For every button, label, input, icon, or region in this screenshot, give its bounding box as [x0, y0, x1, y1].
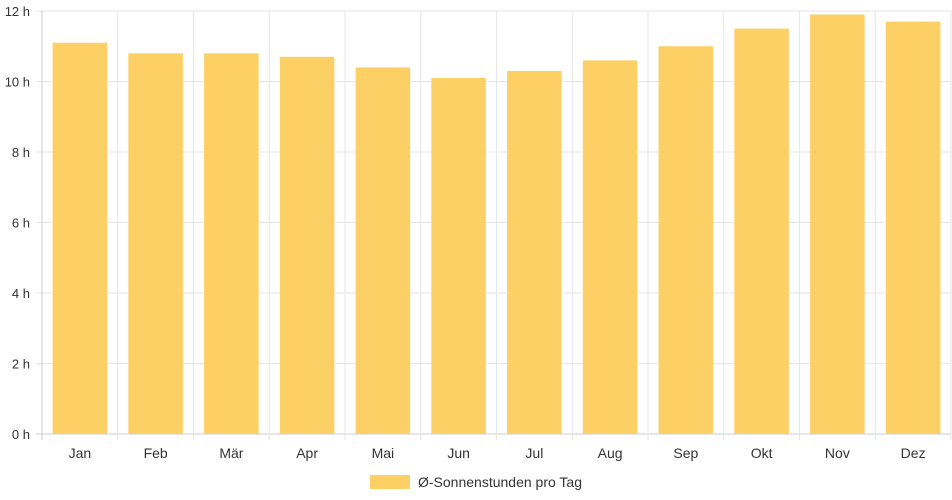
y-tick-label: 12 h [5, 4, 30, 19]
bar [204, 53, 259, 435]
y-tick-label: 10 h [5, 75, 30, 90]
bar [658, 46, 714, 434]
legend-label: Ø-Sonnenstunden pro Tag [418, 474, 582, 490]
y-tick-label: 0 h [12, 427, 30, 442]
bar [355, 67, 411, 435]
x-tick-label: Jul [525, 445, 543, 461]
y-tick-label: 8 h [12, 145, 30, 160]
bars [52, 14, 941, 435]
x-tick-label: Mai [372, 445, 395, 461]
x-tick-label: Apr [296, 445, 318, 461]
y-tick-label: 6 h [12, 216, 30, 231]
legend: Ø-Sonnenstunden pro Tag [0, 470, 952, 494]
x-tick-label: Jan [69, 445, 92, 461]
y-axis-tick-labels: 0 h 2 h 4 h 6 h 8 h 10 h 12 h [5, 4, 30, 442]
x-tick-label: Aug [598, 445, 623, 461]
bar [128, 53, 183, 435]
bar [885, 21, 941, 434]
bar [582, 60, 638, 434]
x-tick-label: Nov [825, 445, 850, 461]
bar [810, 14, 865, 435]
y-tick-label: 2 h [12, 357, 30, 372]
bar [507, 70, 562, 435]
x-tick-label: Mär [219, 445, 243, 461]
x-tick-label: Okt [751, 445, 773, 461]
y-tick-label: 4 h [12, 286, 30, 301]
bar [431, 77, 486, 434]
x-tick-label: Dez [901, 445, 926, 461]
x-tick-label: Sep [673, 445, 698, 461]
x-tick-label: Jun [447, 445, 470, 461]
x-axis-tick-labels: Jan Feb Mär Apr Mai Jun Jul Aug Sep Okt Nov Dez [69, 445, 926, 461]
bar [279, 56, 335, 434]
legend-swatch [370, 475, 410, 489]
x-tick-label: Feb [144, 445, 168, 461]
bar [52, 42, 108, 434]
bar [734, 28, 789, 434]
gridlines [36, 10, 952, 440]
bar-chart: 0 h2 h4 h6 h8 h10 h12 h Jan Feb Mär Apr Mai J… [5, 4, 952, 461]
